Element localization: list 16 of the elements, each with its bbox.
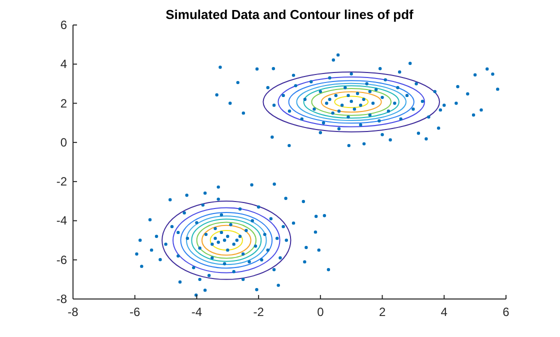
y-tick-label: -2 — [56, 174, 68, 189]
x-tick-label: 4 — [440, 305, 448, 319]
y-tick-label: -6 — [56, 252, 68, 267]
chart-title: Simulated Data and Contour lines of pdf — [166, 7, 414, 22]
y-tick-label: 2 — [60, 96, 68, 110]
x-tick-label: -4 — [191, 305, 202, 319]
x-tick-label: 0 — [317, 305, 324, 319]
y-tick-label: -4 — [56, 214, 68, 228]
x-tick-label: 2 — [378, 305, 386, 319]
y-tick-label: -8 — [56, 292, 68, 306]
x-tick-label: -6 — [130, 305, 141, 319]
y-tick-label: 6 — [60, 18, 68, 32]
y-tick-label: 0 — [60, 135, 68, 150]
x-tick-label: 6 — [502, 305, 510, 319]
y-tick-label: 4 — [60, 57, 68, 72]
x-tick-label: -2 — [253, 305, 264, 319]
